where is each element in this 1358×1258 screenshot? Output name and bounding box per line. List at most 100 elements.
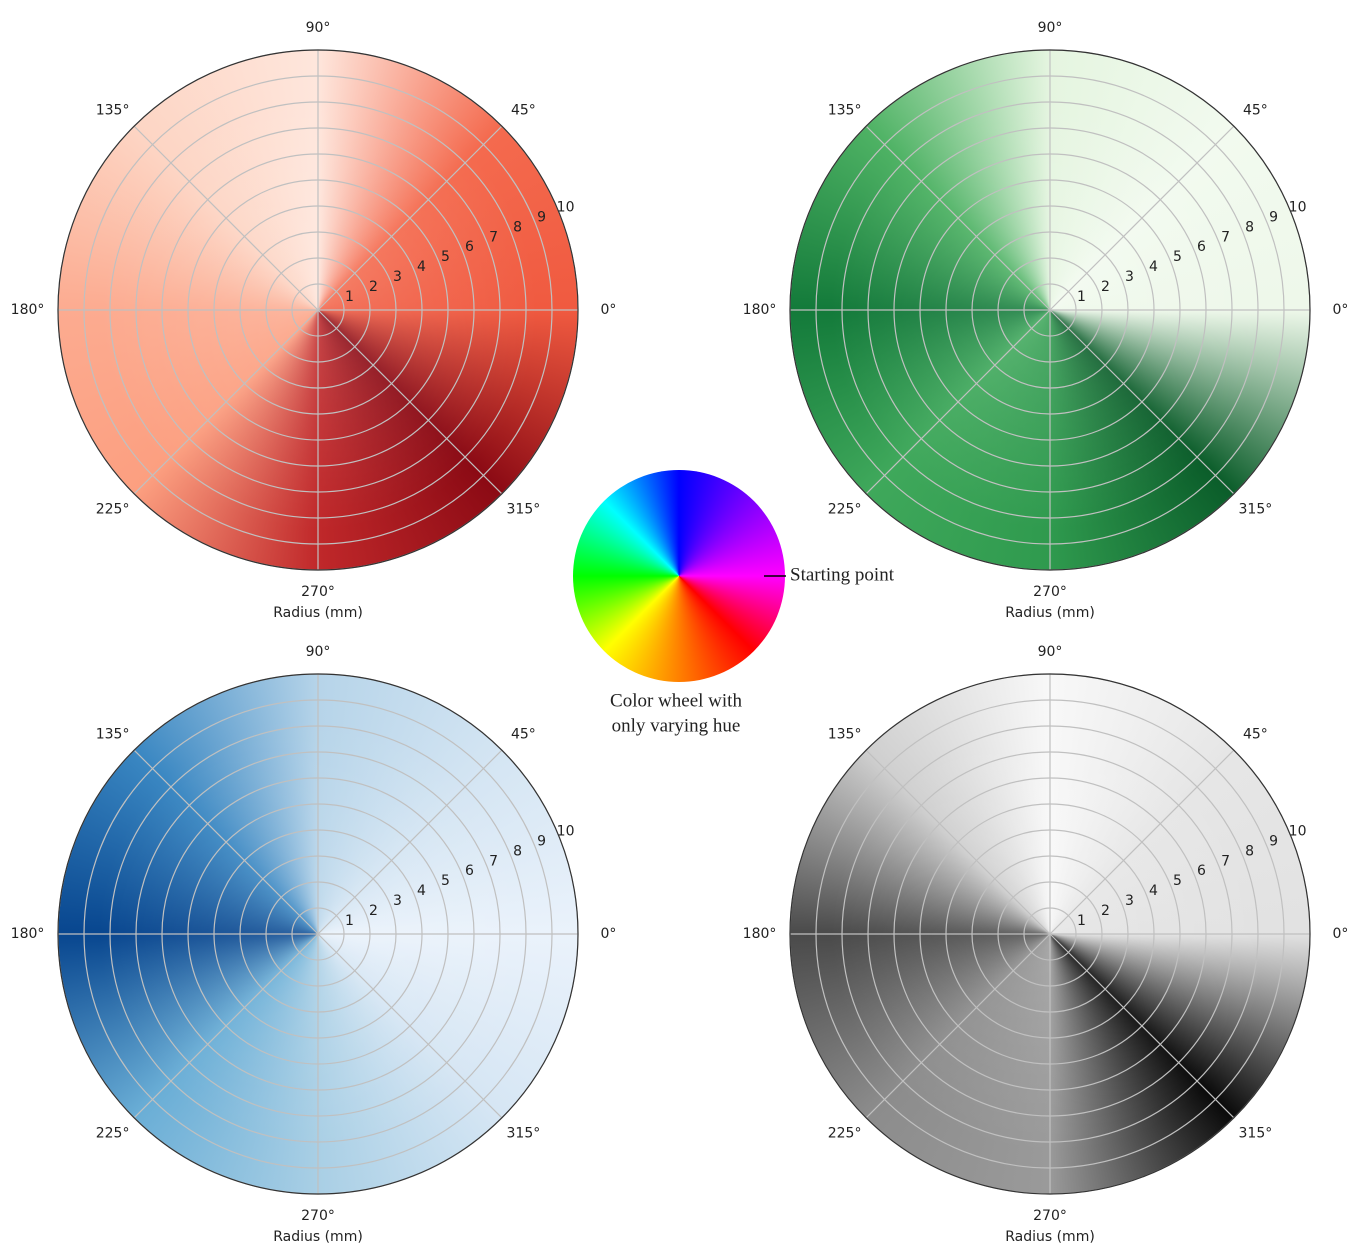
color-wheel	[573, 470, 785, 682]
grid-spoke	[865, 749, 1051, 935]
r-tick-label: 9	[1269, 833, 1278, 849]
r-tick-label: 2	[369, 903, 378, 919]
theta-tick-label: 180°	[743, 302, 777, 318]
r-tick-label: 7	[489, 229, 498, 245]
annotation: Starting point	[790, 564, 895, 585]
theta-tick-label: 90°	[1038, 644, 1063, 660]
polar-frame	[57, 49, 579, 571]
r-tick-label: 5	[441, 873, 450, 889]
r-tick-label: 1	[1077, 913, 1086, 929]
theta-tick-label: 225°	[96, 1125, 130, 1141]
theta-tick-label: 225°	[828, 501, 862, 517]
r-tick-label: 2	[369, 279, 378, 295]
theta-tick-label: 315°	[1239, 1125, 1273, 1141]
theta-tick-label: 225°	[96, 501, 130, 517]
theta-tick-label: 45°	[511, 103, 536, 119]
r-tick-label: 2	[1101, 279, 1110, 295]
grid-spoke	[133, 125, 319, 311]
r-tick-label: 8	[1245, 843, 1254, 859]
r-tick-label: 8	[513, 219, 522, 235]
grid-spoke	[317, 309, 503, 495]
theta-tick-label: 0°	[1332, 302, 1348, 318]
grid-spoke	[865, 125, 1051, 311]
polar-frame	[57, 673, 579, 1195]
grid-spoke	[1049, 749, 1235, 935]
r-tick-label: 7	[1221, 229, 1230, 245]
theta-tick-label: 270°	[301, 1208, 335, 1224]
r-tick-label: 4	[1149, 259, 1158, 275]
x-axis-label: Radius (mm)	[1005, 1229, 1095, 1245]
grid-spoke	[1049, 125, 1235, 311]
caption: Color wheel with	[610, 690, 742, 711]
grid-spoke	[865, 309, 1051, 495]
r-tick-label: 3	[1125, 269, 1134, 285]
r-tick-label: 10	[1289, 823, 1307, 839]
theta-tick-label: 45°	[511, 727, 536, 743]
theta-tick-label: 270°	[1033, 1208, 1067, 1224]
r-tick-label: 4	[417, 259, 426, 275]
grid-spoke	[865, 933, 1051, 1119]
theta-tick-label: 315°	[507, 1125, 541, 1141]
r-tick-label: 4	[417, 883, 426, 899]
theta-tick-label: 225°	[828, 1125, 862, 1141]
theta-tick-label: 180°	[743, 926, 777, 942]
x-axis-label: Radius (mm)	[1005, 605, 1095, 621]
grid-spoke	[133, 749, 319, 935]
theta-tick-label: 135°	[96, 103, 130, 119]
polar-frame	[789, 673, 1311, 1195]
r-tick-label: 6	[1197, 863, 1206, 879]
r-tick-label: 1	[345, 289, 354, 305]
theta-tick-label: 45°	[1243, 727, 1268, 743]
theta-tick-label: 270°	[1033, 584, 1067, 600]
polar-frame	[789, 49, 1311, 571]
r-tick-label: 6	[465, 239, 474, 255]
r-tick-label: 1	[345, 913, 354, 929]
theta-tick-label: 90°	[306, 644, 331, 660]
grid-spoke	[317, 749, 503, 935]
r-tick-label: 1	[1077, 289, 1086, 305]
r-tick-label: 5	[1173, 249, 1182, 265]
r-tick-label: 5	[441, 249, 450, 265]
r-tick-label: 7	[1221, 853, 1230, 869]
r-tick-label: 8	[513, 843, 522, 859]
r-tick-label: 3	[1125, 893, 1134, 909]
r-tick-label: 9	[537, 209, 546, 225]
r-tick-label: 2	[1101, 903, 1110, 919]
grid-spoke	[1049, 309, 1235, 495]
r-tick-label: 9	[1269, 209, 1278, 225]
theta-tick-label: 180°	[11, 302, 45, 318]
grid-spoke	[1049, 933, 1235, 1119]
caption: only varying hue	[612, 715, 741, 736]
x-axis-label: Radius (mm)	[273, 1229, 363, 1245]
grid-spoke	[317, 933, 503, 1119]
x-axis-label: Radius (mm)	[273, 605, 363, 621]
grid-spoke	[133, 933, 319, 1119]
theta-tick-label: 45°	[1243, 103, 1268, 119]
r-tick-label: 4	[1149, 883, 1158, 899]
theta-tick-label: 135°	[96, 727, 130, 743]
grid-spoke	[317, 125, 503, 311]
r-tick-label: 3	[393, 269, 402, 285]
theta-tick-label: 270°	[301, 584, 335, 600]
r-tick-label: 10	[1289, 199, 1307, 215]
theta-tick-label: 0°	[600, 302, 616, 318]
theta-tick-label: 90°	[1038, 20, 1063, 36]
theta-tick-label: 315°	[1239, 501, 1273, 517]
theta-tick-label: 90°	[306, 20, 331, 36]
r-tick-label: 7	[489, 853, 498, 869]
r-tick-label: 10	[557, 199, 575, 215]
r-tick-label: 3	[393, 893, 402, 909]
theta-tick-label: 315°	[507, 501, 541, 517]
r-tick-label: 8	[1245, 219, 1254, 235]
theta-tick-label: 0°	[600, 926, 616, 942]
r-tick-label: 6	[1197, 239, 1206, 255]
r-tick-label: 6	[465, 863, 474, 879]
theta-tick-label: 180°	[11, 926, 45, 942]
theta-tick-label: 135°	[828, 103, 862, 119]
r-tick-label: 5	[1173, 873, 1182, 889]
r-tick-label: 10	[557, 823, 575, 839]
theta-tick-label: 0°	[1332, 926, 1348, 942]
grid-spoke	[133, 309, 319, 495]
